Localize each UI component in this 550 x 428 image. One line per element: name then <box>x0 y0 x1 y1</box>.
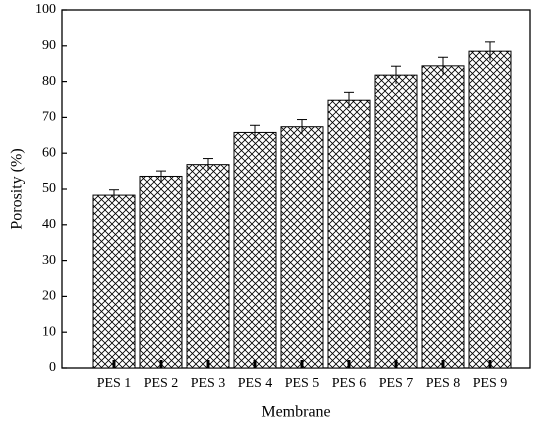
y-axis-title: Porosity (%) <box>9 148 26 229</box>
y-tick-label: 40 <box>42 217 56 232</box>
bar <box>327 99 371 369</box>
bar <box>186 164 230 369</box>
x-tick-label: PES 8 <box>426 376 461 391</box>
y-tick-label: 60 <box>42 145 56 160</box>
bar <box>374 74 418 369</box>
bar <box>280 126 324 369</box>
x-tick-label: PES 9 <box>473 376 508 391</box>
bar <box>92 194 136 369</box>
y-tick-label: 0 <box>49 360 56 375</box>
y-tick-label: 50 <box>42 181 56 196</box>
y-tick-label: 100 <box>35 2 56 17</box>
y-tick-label: 10 <box>42 324 56 339</box>
y-tick-label: 30 <box>42 253 56 268</box>
bar <box>139 175 183 369</box>
bar <box>421 65 465 369</box>
y-tick-label: 70 <box>42 110 56 125</box>
y-tick-label: 20 <box>42 289 56 304</box>
y-tick-label: 80 <box>42 74 56 89</box>
x-axis-title: Membrane <box>261 404 330 421</box>
x-tick-label: PES 1 <box>97 376 132 391</box>
x-tick-label: PES 7 <box>379 376 414 391</box>
x-tick-label: PES 4 <box>238 376 273 391</box>
x-tick-label: PES 3 <box>191 376 226 391</box>
bar <box>468 50 512 369</box>
bar <box>233 131 277 369</box>
x-tick-label: PES 2 <box>144 376 179 391</box>
x-tick-label: PES 6 <box>332 376 367 391</box>
x-tick-label: PES 5 <box>285 376 320 391</box>
y-tick-label: 90 <box>42 38 56 53</box>
